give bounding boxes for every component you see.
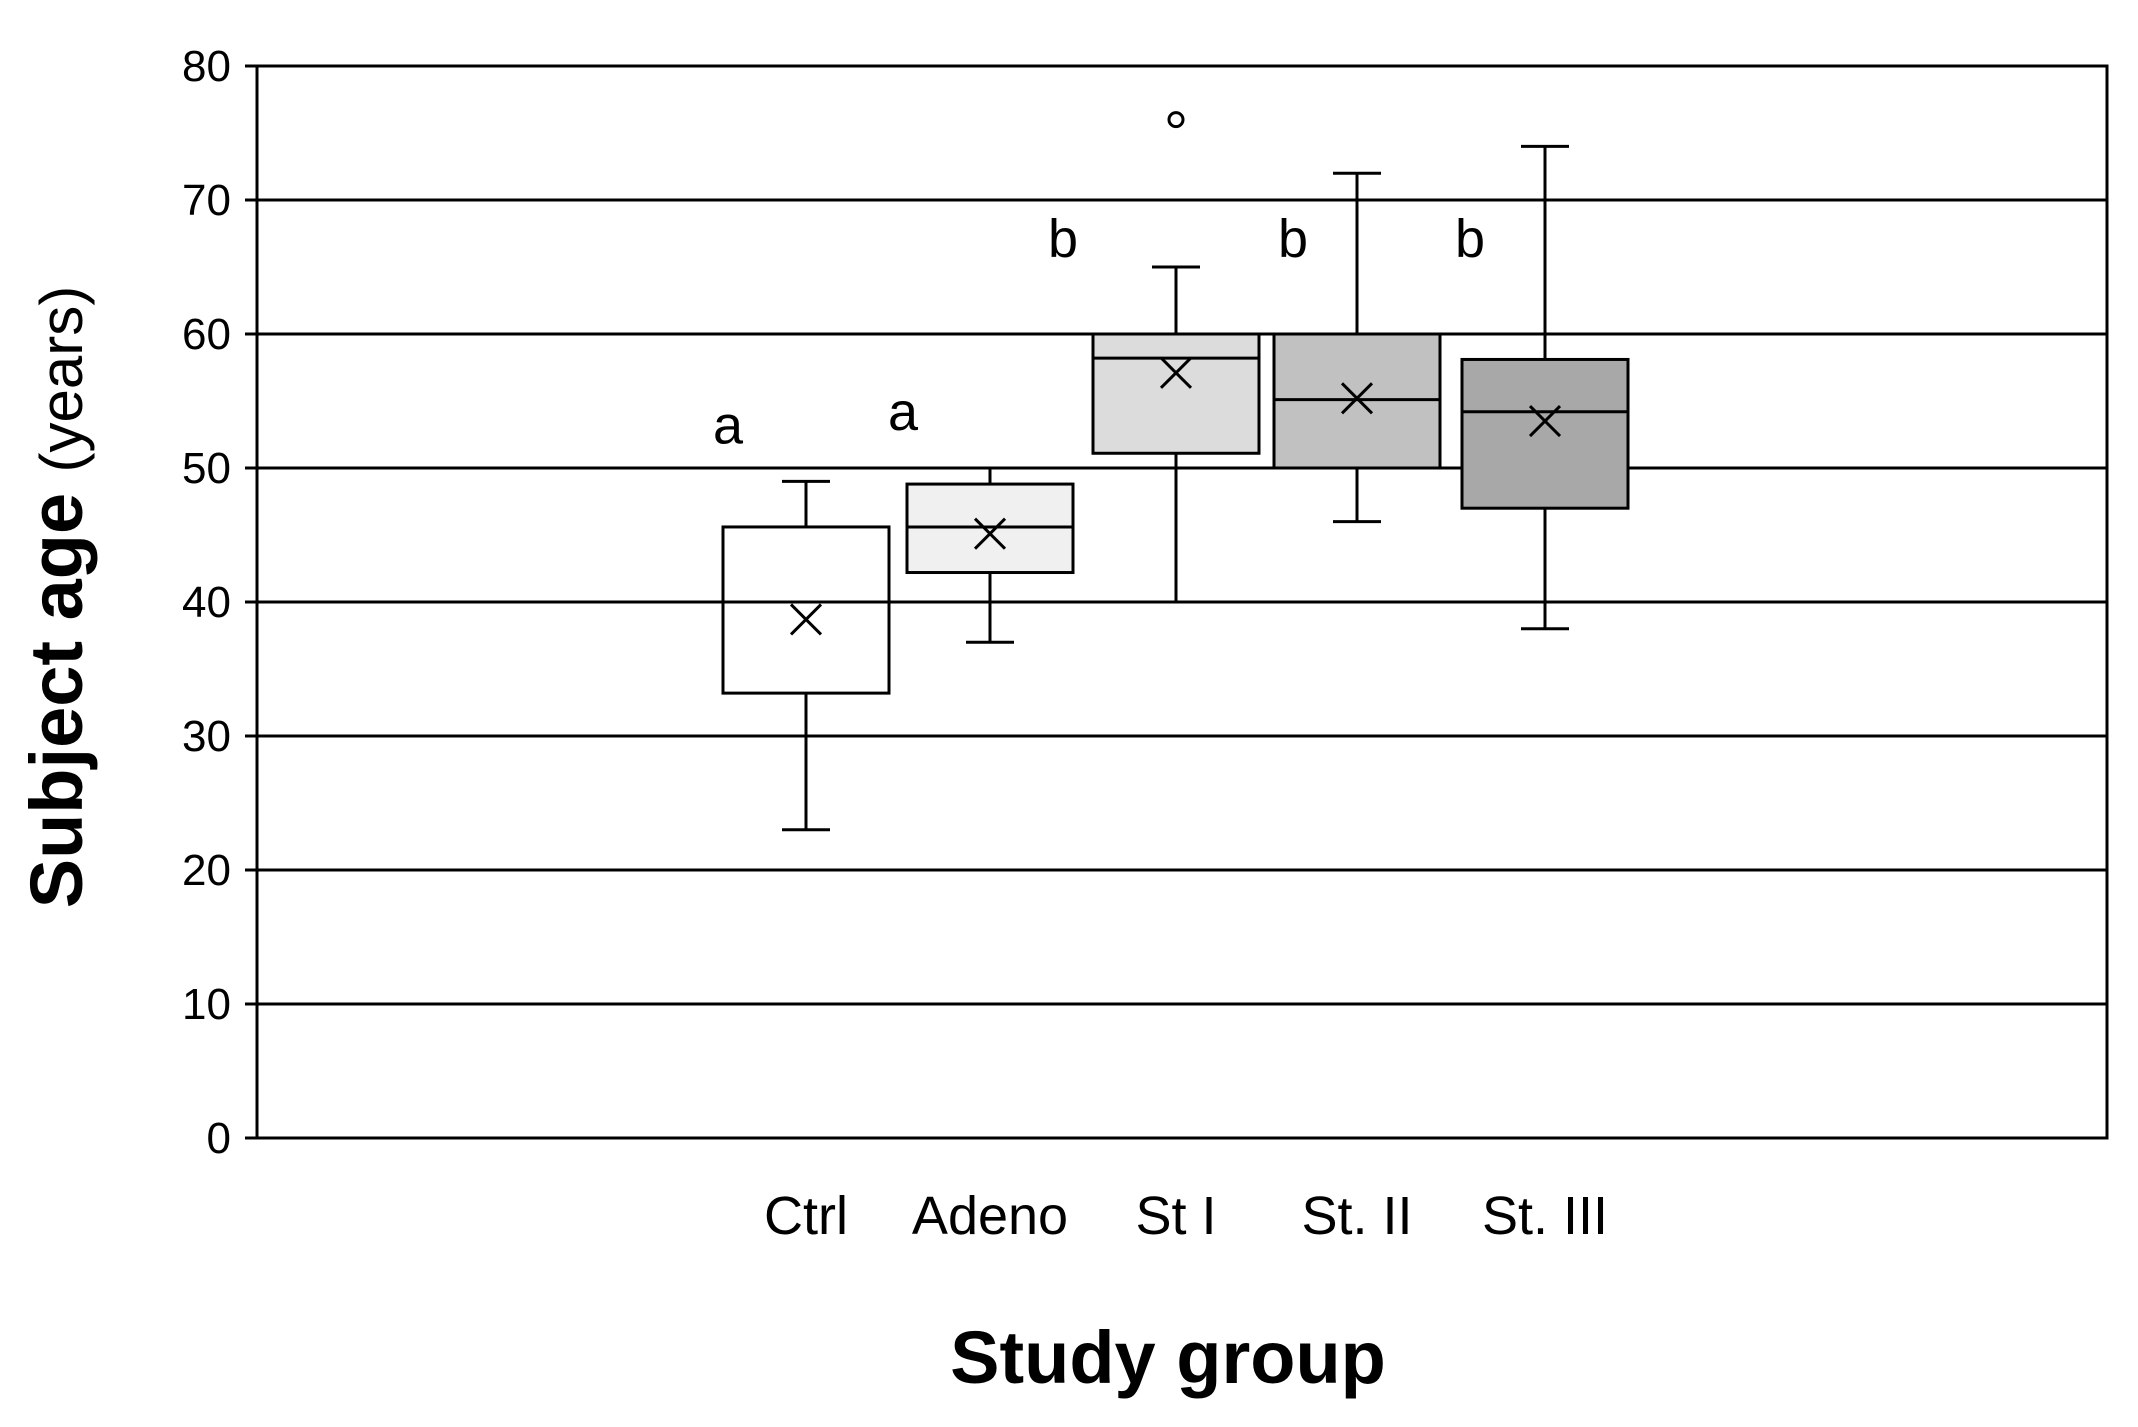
y-axis-title: Subject age (years) bbox=[15, 286, 98, 909]
significance-label: b bbox=[1278, 209, 1308, 269]
mean-marker bbox=[973, 517, 1007, 550]
mean-marker bbox=[1159, 356, 1193, 389]
box-4: b bbox=[1272, 171, 1442, 524]
box-iqr bbox=[1460, 357, 1630, 510]
gridlines bbox=[257, 64, 2107, 1006]
x-category-label: Adeno bbox=[912, 1186, 1068, 1246]
y-axis-title-main: Subject age bbox=[15, 493, 98, 908]
y-axis-ticks: 0 10 20 30 40 50 60 70 80 bbox=[182, 42, 257, 1163]
plot-area-frame bbox=[255, 64, 2109, 1140]
mean-marker bbox=[789, 603, 823, 636]
y-tick-label: 0 bbox=[207, 1114, 231, 1163]
y-axis-title-unit: (years) bbox=[28, 286, 95, 473]
y-tick-label: 80 bbox=[182, 42, 231, 91]
y-tick-label: 70 bbox=[182, 176, 231, 225]
box-1: a bbox=[713, 395, 891, 832]
significance-label: a bbox=[888, 382, 919, 442]
x-category-label: St. III bbox=[1482, 1186, 1608, 1246]
x-axis-category-labels: Ctrl Adeno St I St. II St. III bbox=[764, 1186, 1608, 1246]
mean-marker bbox=[1528, 405, 1562, 438]
y-tick-label: 10 bbox=[182, 980, 231, 1029]
significance-label: b bbox=[1455, 209, 1485, 269]
box-iqr bbox=[721, 525, 891, 695]
x-axis-title: Study group bbox=[950, 1316, 1386, 1399]
box-3: b bbox=[1048, 111, 1261, 604]
x-category-label: Ctrl bbox=[764, 1186, 848, 1246]
outlier-point bbox=[1167, 111, 1185, 129]
box-5: b bbox=[1455, 144, 1630, 631]
y-tick-label: 20 bbox=[182, 846, 231, 895]
y-tick-label: 60 bbox=[182, 310, 231, 359]
box-iqr bbox=[1091, 332, 1261, 455]
y-tick-label: 30 bbox=[182, 712, 231, 761]
mean-marker bbox=[1340, 382, 1374, 415]
y-tick-label: 40 bbox=[182, 578, 231, 627]
y-tick-label: 50 bbox=[182, 444, 231, 493]
significance-label: b bbox=[1048, 209, 1078, 269]
x-category-label: St I bbox=[1135, 1186, 1216, 1246]
x-category-label: St. II bbox=[1301, 1186, 1412, 1246]
box-series: a a b b b bbox=[713, 111, 1630, 832]
box-2: a bbox=[888, 382, 1075, 644]
significance-label: a bbox=[713, 395, 744, 455]
